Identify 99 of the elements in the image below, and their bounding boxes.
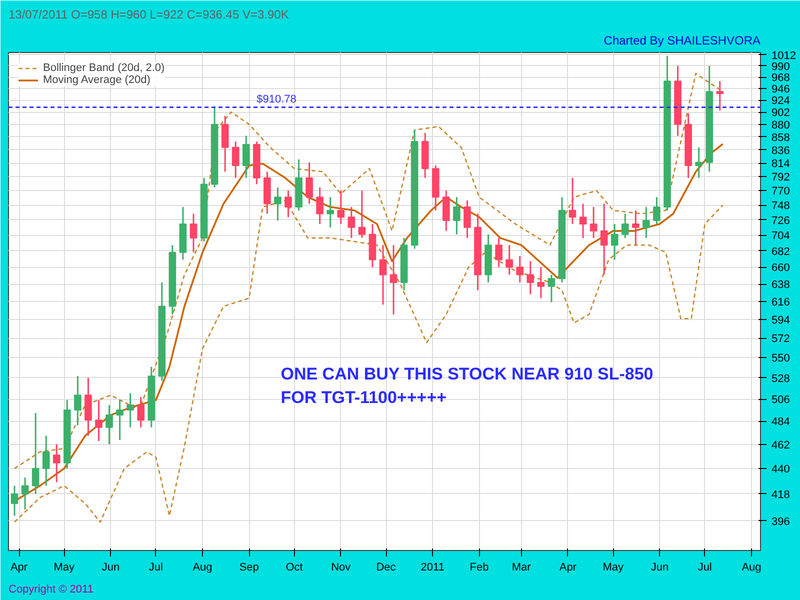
candlestick	[379, 244, 387, 306]
y-tick-label: 924	[772, 95, 790, 108]
candlestick	[506, 244, 513, 276]
x-tick-label: Aug	[742, 562, 762, 574]
candlestick	[642, 206, 650, 239]
candlestick	[284, 190, 292, 218]
y-tick-label: 682	[772, 246, 790, 258]
y-tick-label: 880	[772, 119, 790, 132]
candlestick	[126, 392, 134, 428]
y-tick-label: 616	[772, 296, 790, 308]
candlestick	[106, 404, 113, 446]
candlestick	[590, 206, 598, 239]
candlestick	[337, 190, 345, 225]
candlestick	[621, 212, 629, 239]
candlestick	[537, 266, 545, 299]
x-tick-label: 2011	[420, 562, 444, 574]
candlestick	[453, 196, 460, 236]
y-tick-label: 396	[772, 516, 790, 528]
candlestick	[516, 255, 524, 284]
candlestick	[600, 202, 608, 276]
y-tick-label: 572	[772, 333, 790, 346]
y-tick-label: 836	[772, 144, 790, 157]
x-tick-label: Jun	[102, 562, 120, 574]
candlestick	[495, 237, 502, 268]
y-tick-label: 440	[772, 463, 790, 476]
y-tick-label: 748	[772, 200, 790, 212]
y-tick-label: 704	[772, 230, 790, 242]
annotation: ONE CAN BUY THIS STOCK NEAR 910 SL-850	[280, 364, 654, 384]
candlestick	[21, 476, 29, 510]
candlestick	[568, 177, 576, 225]
y-tick-label: 858	[772, 132, 790, 144]
x-tick-label: Feb	[470, 562, 489, 574]
y-tick-label: 814	[772, 158, 790, 170]
y-tick-label: 968	[772, 72, 790, 84]
legend-label: Moving Average (20d)	[43, 74, 150, 86]
candlestick	[306, 162, 313, 204]
x-tick-label: May	[54, 562, 76, 574]
y-tick-label: 1012	[772, 50, 796, 62]
candlestick	[42, 434, 50, 486]
x-tick-label: Sep	[239, 562, 259, 574]
y-tick-label: 484	[772, 416, 790, 428]
y-tick-label: 990	[772, 60, 790, 73]
candlestick	[579, 202, 587, 239]
candlestick	[116, 399, 124, 441]
candlestick	[95, 399, 102, 442]
text: Copyright © 2011	[8, 584, 94, 596]
y-tick-label: 594	[772, 314, 790, 326]
y-tick-label: 506	[772, 394, 790, 406]
candlestick	[32, 412, 40, 495]
candlestick	[316, 186, 324, 225]
candlestick	[358, 190, 366, 239]
candlestick	[632, 210, 640, 246]
candlestick	[548, 274, 556, 303]
x-tick-label: Oct	[286, 562, 303, 574]
y-tick-label: 462	[772, 439, 790, 452]
candlestick	[610, 223, 618, 260]
y-tick-label: 638	[772, 279, 790, 291]
x-tick-label: May	[602, 562, 624, 574]
y-tick-label: 792	[772, 172, 790, 184]
y-tick-label: 660	[772, 262, 790, 274]
chart-title: 13/07/2011 O=958 H=960 L=922 C=936.45 V=3.90K	[8, 8, 289, 22]
annotation: FOR TGT-1100+++++	[280, 388, 447, 408]
x-tick-label: Aug	[192, 562, 212, 574]
candlestick	[653, 196, 660, 225]
candlestick	[326, 196, 334, 228]
x-tick-label: Mar	[512, 562, 532, 574]
candlestick	[232, 140, 240, 179]
candlestick	[348, 206, 356, 239]
y-tick-label: 946	[772, 83, 790, 96]
candlestick	[74, 375, 82, 426]
candlestick	[190, 212, 198, 254]
x-tick-label: Apr	[559, 562, 577, 574]
candlestick	[52, 444, 60, 483]
candlestick	[526, 260, 534, 295]
x-tick-label: Jul	[698, 562, 712, 574]
x-tick-label: Apr	[10, 562, 28, 574]
y-tick-label: 528	[772, 372, 790, 385]
candlestick	[716, 80, 724, 112]
candlestick	[221, 115, 229, 172]
candlestick	[274, 186, 282, 222]
candlestick	[137, 396, 145, 428]
candlestick	[695, 146, 702, 179]
y-tick-label: 726	[772, 214, 790, 227]
candlestick	[390, 244, 398, 316]
y-tick-label: 418	[772, 488, 790, 501]
x-tick-label: Nov	[331, 562, 352, 574]
candlestick	[464, 200, 471, 239]
candlestick	[242, 135, 250, 179]
y-tick-label: 770	[772, 186, 790, 198]
y-tick-label: 902	[772, 107, 790, 120]
text: Charted By SHAILESHVORA	[604, 34, 761, 48]
x-tick-label: Jul	[148, 562, 163, 574]
legend-label: Bollinger Band (20d, 2.0)	[43, 62, 165, 74]
x-tick-label: Jun	[650, 562, 669, 574]
ref-line-label: $910.78	[256, 93, 296, 106]
y-tick-label: 550	[772, 352, 790, 365]
candlestick	[442, 190, 450, 232]
candlestick	[10, 484, 18, 517]
x-tick-label: Dec	[376, 562, 396, 574]
